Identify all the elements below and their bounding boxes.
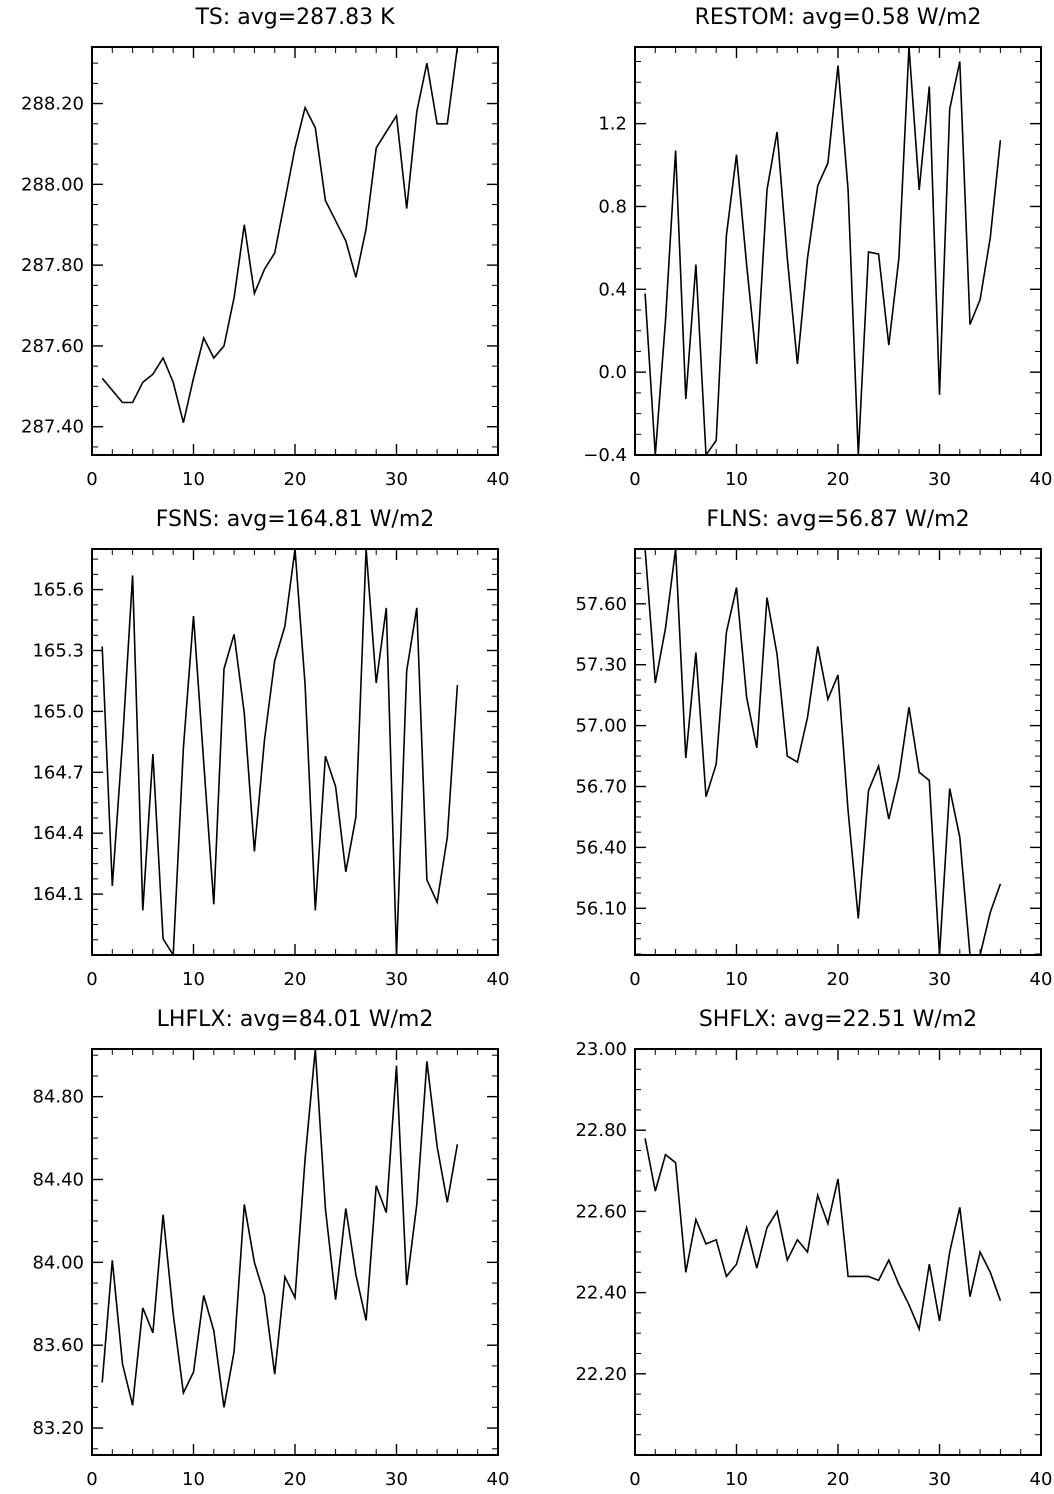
chart-panel-6: SHFLX: avg=22.51 W/m2 0 10 20 30 40 22.20 22.40… [575, 1007, 1052, 1490]
plot-frame [91, 548, 499, 956]
plot-frame [91, 46, 499, 456]
chart-title: FSNS: avg=164.81 W/m2 [156, 507, 435, 532]
y-tick-label: 288.20 [21, 94, 84, 115]
x-tick-label: 40 [1030, 1469, 1053, 1490]
x-tick-label: 40 [1030, 969, 1053, 990]
x-tick-label: 30 [385, 969, 408, 990]
series-line [101, 1049, 459, 1408]
chart-panel-5: LHFLX: avg=84.01 W/m2 0 10 20 30 40 83.20 83.60… [32, 1007, 509, 1490]
x-tick-label: 10 [182, 1469, 205, 1490]
x-tick-label: 0 [629, 1469, 640, 1490]
y-tick-label: 83.20 [32, 1418, 84, 1439]
x-tick-label: 20 [827, 469, 850, 490]
chart-title: RESTOM: avg=0.58 W/m2 [695, 5, 982, 30]
y-tick-label: 22.40 [575, 1283, 627, 1304]
x-tick-label: 20 [284, 1469, 307, 1490]
y-tick-label: 57.30 [575, 655, 627, 676]
y-tick-label: 56.40 [575, 837, 627, 858]
x-tick-label: 40 [487, 469, 510, 490]
x-tick-label: 30 [385, 1469, 408, 1490]
y-tick-label: 57.00 [575, 716, 627, 737]
x-tick-label: 10 [725, 969, 748, 990]
x-tick-label: 10 [182, 969, 205, 990]
x-tick-label: 0 [629, 469, 640, 490]
x-tick-label: 0 [86, 969, 97, 990]
x-tick-label: 40 [487, 1469, 510, 1490]
series-line [644, 549, 1002, 955]
chart-title: FLNS: avg=56.87 W/m2 [706, 507, 969, 532]
series-line [101, 549, 459, 955]
chart-panel-1: TS: avg=287.83 K 0 10 20 30 40 287.40 287.60 287… [21, 5, 509, 490]
y-tick-label: 287.80 [21, 255, 84, 276]
y-tick-label: 56.70 [575, 777, 627, 798]
y-tick-label: 0.8 [598, 196, 627, 217]
x-tick-label: 30 [928, 969, 951, 990]
y-tick-label: 56.10 [575, 898, 627, 919]
x-tick-label: 10 [725, 1469, 748, 1490]
x-tick-label: 20 [827, 969, 850, 990]
x-tick-label: 0 [86, 469, 97, 490]
y-tick-label: 165.0 [32, 701, 84, 722]
y-tick-label: 22.60 [575, 1201, 627, 1222]
y-tick-label: 1.2 [598, 114, 627, 135]
chart-panel-2: RESTOM: avg=0.58 W/m2 0 10 20 30 40 −0.4 0.0 0.4… [583, 5, 1052, 490]
y-tick-label: 288.00 [21, 174, 84, 195]
x-tick-label: 0 [86, 1469, 97, 1490]
series-line [644, 1138, 1002, 1333]
chart-panel-3: FSNS: avg=164.81 W/m2 0 10 20 30 40 164.1 164.4… [32, 507, 509, 990]
y-tick-label: 0.4 [598, 279, 627, 300]
y-tick-label: 23.00 [575, 1039, 627, 1060]
y-tick-label: 84.00 [32, 1252, 84, 1273]
y-tick-label: 83.60 [32, 1335, 84, 1356]
chart-panel-4: FLNS: avg=56.87 W/m2 0 10 20 30 40 56.10 56.40 5… [575, 507, 1052, 990]
chart-title: TS: avg=287.83 K [194, 5, 395, 30]
chart-title: SHFLX: avg=22.51 W/m2 [699, 1007, 977, 1032]
x-tick-label: 10 [725, 469, 748, 490]
x-tick-label: 0 [629, 969, 640, 990]
x-tick-label: 40 [487, 969, 510, 990]
y-tick-label: −0.4 [583, 445, 627, 466]
plot-frame [634, 548, 1042, 956]
x-tick-label: 30 [928, 469, 951, 490]
y-tick-label: 165.6 [32, 580, 84, 601]
y-tick-label: 287.60 [21, 336, 84, 357]
x-tick-label: 20 [284, 469, 307, 490]
y-tick-label: 165.3 [32, 641, 84, 662]
x-tick-label: 30 [928, 1469, 951, 1490]
y-tick-label: 84.40 [32, 1170, 84, 1191]
x-tick-label: 40 [1030, 469, 1053, 490]
plot-frame [91, 1048, 499, 1456]
series-line [644, 47, 1002, 455]
y-tick-label: 57.60 [575, 594, 627, 615]
x-tick-label: 30 [385, 469, 408, 490]
plot-frame [634, 46, 1042, 456]
y-tick-label: 22.80 [575, 1120, 627, 1141]
y-tick-label: 164.1 [32, 884, 84, 905]
y-tick-label: 0.0 [598, 362, 627, 383]
y-tick-label: 164.4 [32, 823, 84, 844]
y-tick-label: 22.20 [575, 1364, 627, 1385]
x-tick-label: 10 [182, 469, 205, 490]
chart-title: LHFLX: avg=84.01 W/m2 [157, 1007, 434, 1032]
y-tick-label: 287.40 [21, 417, 84, 438]
y-tick-label: 164.7 [32, 762, 84, 783]
x-tick-label: 20 [827, 1469, 850, 1490]
series-line [101, 47, 459, 423]
y-tick-label: 84.80 [32, 1087, 84, 1108]
x-tick-label: 20 [284, 969, 307, 990]
